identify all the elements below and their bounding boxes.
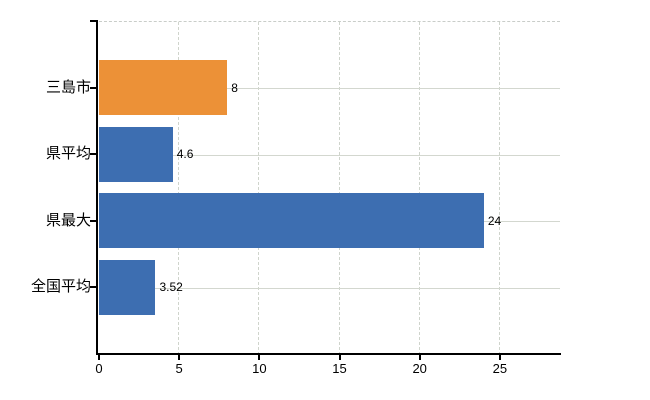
category-label: 県最大 bbox=[45, 211, 91, 229]
bar-value-label: 8 bbox=[231, 80, 238, 95]
bar bbox=[99, 259, 156, 315]
vertical-gridline bbox=[498, 22, 500, 355]
x-axis-line bbox=[96, 353, 561, 355]
bar bbox=[99, 126, 173, 182]
horizontal-gridline bbox=[99, 88, 560, 90]
horizontal-gridline bbox=[99, 154, 560, 156]
x-tick-label: 20 bbox=[412, 361, 427, 376]
y-tick-mark bbox=[90, 219, 97, 222]
y-tick-mark bbox=[90, 153, 97, 156]
bar bbox=[99, 60, 228, 116]
x-tick-label: 10 bbox=[252, 361, 267, 376]
x-tick-label: 25 bbox=[492, 361, 508, 376]
vertical-gridline bbox=[258, 22, 260, 355]
y-axis-line bbox=[96, 20, 98, 355]
x-tick-mark bbox=[338, 355, 341, 360]
x-tick-label: 5 bbox=[175, 361, 183, 376]
bar-value-label: 4.6 bbox=[176, 147, 194, 162]
y-tick-mark bbox=[90, 286, 97, 289]
y-axis-top-tick bbox=[90, 20, 97, 22]
horizontal-gridline bbox=[99, 287, 560, 289]
category-label: 県平均 bbox=[45, 145, 91, 163]
x-tick-mark bbox=[98, 355, 100, 360]
category-label: 三島市 bbox=[45, 78, 91, 96]
x-tick-mark bbox=[498, 355, 501, 360]
x-tick-mark bbox=[418, 355, 421, 360]
x-tick-label: 15 bbox=[332, 361, 347, 376]
bar-value-label: 24 bbox=[487, 213, 502, 228]
vertical-gridline bbox=[338, 22, 340, 355]
bar bbox=[99, 193, 484, 249]
y-tick-mark bbox=[90, 86, 97, 89]
vertical-gridline bbox=[178, 22, 180, 355]
category-label: 全国平均 bbox=[30, 278, 91, 296]
x-tick-mark bbox=[178, 355, 181, 360]
x-tick-mark bbox=[258, 355, 261, 360]
x-tick-label: 0 bbox=[95, 361, 103, 376]
bar-value-label: 3.52 bbox=[159, 280, 183, 295]
vertical-gridline bbox=[418, 22, 420, 355]
